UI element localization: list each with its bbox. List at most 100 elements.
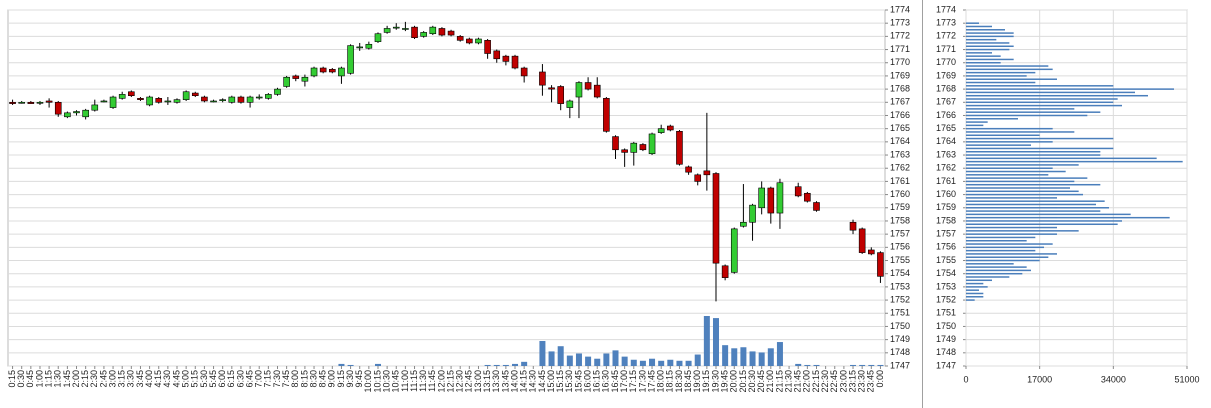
- y-tick-label: 1751: [936, 308, 956, 318]
- candle-body: [137, 98, 144, 100]
- x-tick-label: 20:45: [756, 370, 766, 393]
- y-tick-label: 1756: [890, 242, 910, 252]
- x-tick-label: 20:00: [729, 370, 739, 393]
- x-tick-label: 1:30: [53, 370, 63, 388]
- candle-body: [246, 96, 254, 103]
- candle-body: [511, 55, 519, 69]
- profile-bar: [966, 200, 1105, 202]
- y-tick-label: 1768: [890, 83, 910, 93]
- x-tick-label: 16:00: [582, 370, 592, 393]
- profile-bar: [966, 220, 1122, 222]
- profile-bar: [966, 157, 1157, 160]
- candle-body: [329, 69, 336, 73]
- x-tick-label: 22:30: [820, 370, 830, 393]
- profile-bar: [966, 213, 1131, 216]
- y-tick-label: 1774: [890, 4, 910, 14]
- x-tick-label: 13:45: [500, 370, 510, 393]
- candle-body: [420, 32, 427, 37]
- profile-bar: [966, 134, 1040, 137]
- candle-body: [146, 96, 153, 106]
- y-tick-label: 1766: [890, 110, 910, 120]
- x-tick-label: 18:45: [683, 370, 693, 393]
- volume-bar: [795, 363, 802, 366]
- candle-body: [36, 101, 44, 104]
- candle-body: [520, 67, 528, 77]
- x-tick-label: 14:00: [509, 370, 519, 393]
- x-tick-label: 19:15: [701, 370, 711, 393]
- x-tick-label: 3:45: [135, 370, 145, 388]
- profile-bar: [966, 164, 1079, 166]
- profile-bar: [966, 263, 1014, 265]
- volume-bar: [859, 364, 866, 366]
- profile-bar: [966, 292, 984, 295]
- x-tick-label: 10:00: [363, 370, 373, 393]
- y-tick-label: 1772: [936, 31, 956, 41]
- candle-body: [27, 101, 35, 104]
- y-tick-label: 1758: [890, 215, 910, 225]
- profile-bar: [966, 32, 1014, 34]
- x-tick-label: 4:30: [162, 370, 172, 388]
- x-tick-label: 6:30: [235, 370, 245, 388]
- x-tick-label: 1:15: [43, 370, 53, 388]
- profile-bar: [966, 48, 1010, 51]
- volume-bar: [731, 348, 738, 366]
- y-tick-label: 1747: [936, 360, 956, 370]
- x-tick-label: 14:30: [528, 370, 538, 393]
- x-tick-label: 23:00: [838, 370, 848, 393]
- profile-bar: [966, 296, 984, 298]
- candle-body: [155, 98, 163, 103]
- candle-body: [676, 131, 683, 165]
- volume-bar: [776, 342, 783, 366]
- candle-body: [82, 109, 89, 118]
- volume-bar: [694, 354, 701, 366]
- profile-bar: [966, 121, 988, 123]
- profile-bar: [966, 193, 1083, 196]
- x-tick-label: 12:15: [445, 370, 455, 393]
- x-tick-label: 2:45: [98, 370, 108, 388]
- candle-body: [128, 91, 135, 97]
- candle-body: [849, 221, 857, 231]
- profile-bar: [966, 223, 1118, 226]
- x-tick-label: 3:30: [126, 370, 136, 388]
- candle-body: [630, 142, 638, 153]
- candle-body: [548, 87, 555, 90]
- x-tick-label: 14:45: [537, 370, 547, 393]
- profile-bar: [966, 88, 1174, 90]
- volume-bar: [868, 364, 875, 366]
- x-tick-label: 8:45: [318, 370, 328, 388]
- x-tick-label: 20:15: [738, 370, 748, 393]
- x-tick-label: 2:15: [80, 370, 90, 388]
- x-tick-label: 3:15: [117, 370, 127, 388]
- volume-bar: [722, 345, 729, 366]
- x-tick-label: 2:30: [89, 370, 99, 388]
- profile-bar: [966, 147, 1114, 150]
- volume-bar: [813, 364, 820, 366]
- x-tick-label: 10:30: [381, 370, 391, 393]
- candle-body: [438, 28, 446, 36]
- y-tick-label: 1748: [890, 347, 910, 357]
- candle-body: [447, 30, 455, 36]
- x-tick-label: 7:15: [263, 370, 273, 388]
- profile-bar: [966, 94, 1148, 97]
- y-tick-label: 1750: [936, 321, 956, 331]
- volume-bar: [703, 316, 710, 366]
- x-tick-label: 21:30: [783, 370, 793, 393]
- x-tick-label: 11:00: [400, 370, 410, 392]
- y-tick-label: 1762: [936, 163, 956, 173]
- profile-bar: [966, 269, 1031, 272]
- profile-bar: [966, 180, 1075, 183]
- x-tick-label: 4:15: [153, 370, 163, 388]
- x-tick-label: 14:15: [519, 370, 529, 393]
- volume-bar: [521, 361, 528, 366]
- candle-body: [219, 99, 226, 101]
- candle-body: [100, 100, 108, 103]
- profile-bar: [966, 52, 992, 54]
- volume-bar: [575, 353, 582, 366]
- candle-body: [767, 187, 775, 214]
- profile-bar: [966, 65, 1049, 67]
- candle-body: [721, 265, 729, 278]
- volume-bar: [804, 364, 811, 366]
- profile-bar: [966, 239, 1027, 242]
- x-tick-label: 8:15: [299, 370, 309, 388]
- profile-bar: [966, 154, 1101, 156]
